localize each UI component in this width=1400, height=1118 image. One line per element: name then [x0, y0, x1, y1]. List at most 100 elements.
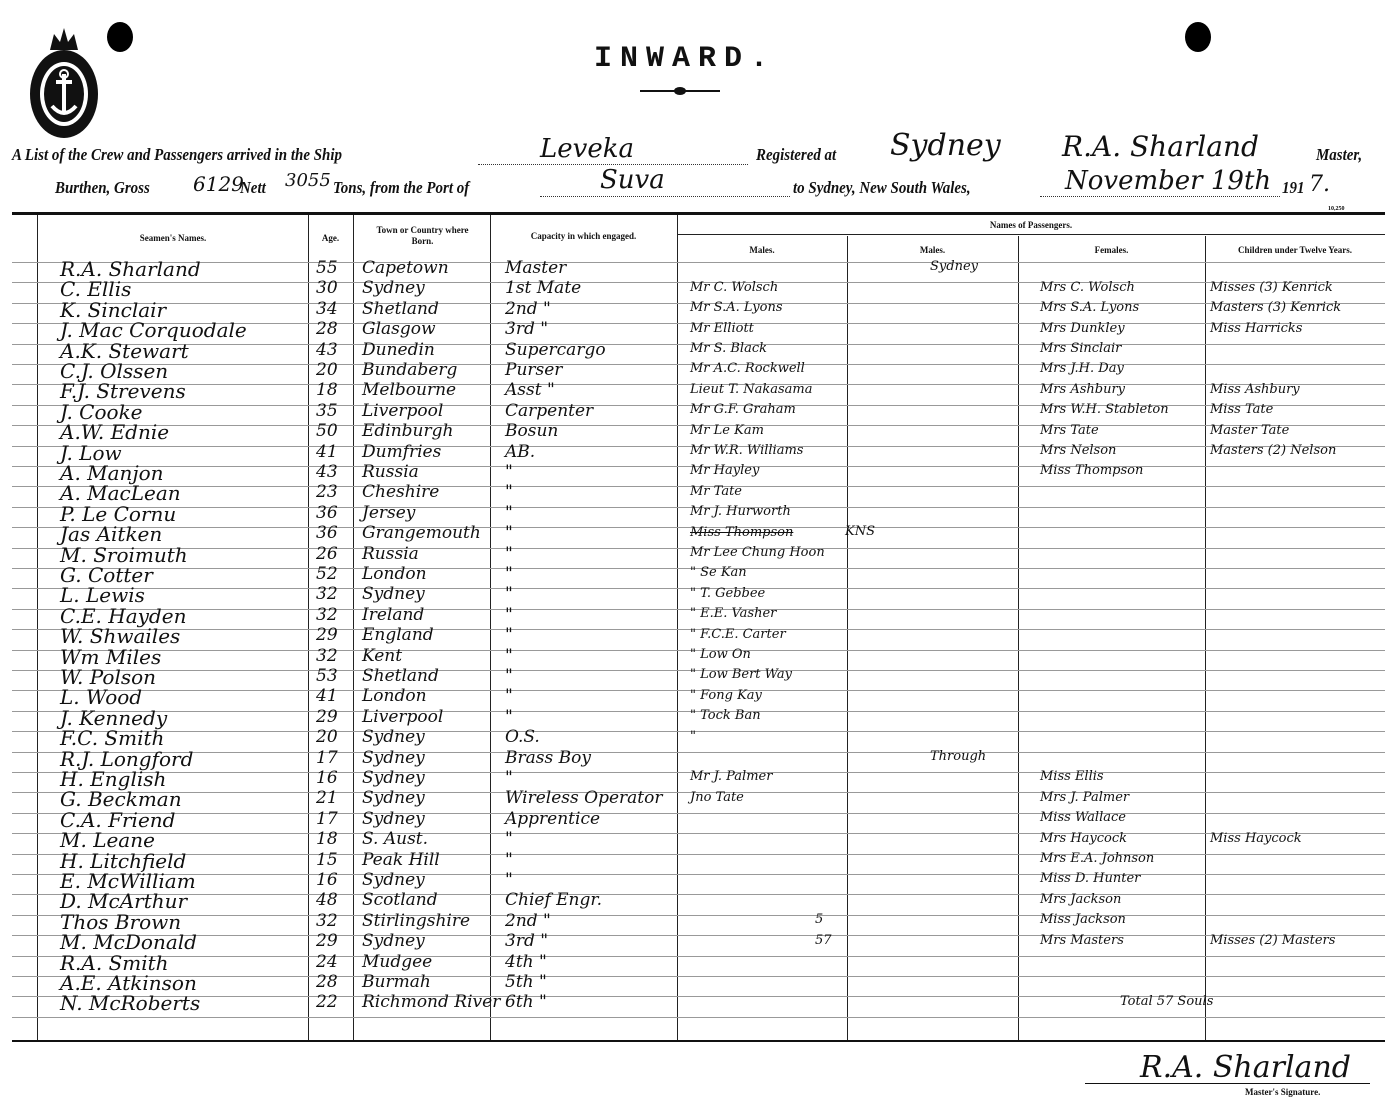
birthplace: Melbourne [362, 380, 457, 401]
nett-label: Nett [240, 178, 266, 197]
seaman-name: M. Sroimuth [60, 542, 188, 567]
ruled-line [12, 833, 1385, 835]
seaman-name: C.E. Hayden [60, 603, 187, 628]
age: 32 [316, 584, 338, 605]
age: 32 [316, 604, 338, 625]
age: 48 [316, 890, 338, 911]
capacity: Purser [505, 360, 563, 381]
birthplace: Glasgow [362, 319, 436, 340]
col-header-males-1: Males. [749, 245, 775, 255]
ship-name: Leveka [540, 134, 634, 164]
capacity: " [505, 666, 513, 687]
seaman-name: J. Low [60, 440, 122, 465]
seaman-name: N. McRoberts [60, 991, 201, 1016]
passenger-female: Mrs Sinclair [1040, 341, 1122, 357]
birthplace: Kent [362, 645, 403, 666]
col-rule [490, 215, 491, 1042]
arrival-date: November 19th [1065, 166, 1272, 196]
capacity: Wireless Operator [505, 788, 663, 809]
capacity: " [505, 523, 513, 544]
year-prefix: 191 [1282, 178, 1305, 197]
passenger-male-2: 5 [815, 912, 824, 928]
passenger-female: Mrs J. Palmer [1040, 789, 1130, 805]
age: 32 [316, 645, 338, 666]
passenger-child: Miss Harricks [1210, 320, 1303, 336]
birthplace: Bundaberg [362, 360, 458, 381]
seaman-name: L. Wood [60, 685, 143, 710]
seaman-name: Wm Miles [60, 644, 162, 669]
age: 20 [316, 727, 338, 748]
passenger-female: Miss Wallace [1040, 810, 1126, 826]
seaman-name: M. McDonald [60, 930, 197, 955]
anchor-crest-logo [30, 28, 98, 138]
capacity: 1st Mate [505, 278, 582, 299]
birthplace: Sydney [362, 808, 425, 829]
signature-line [1085, 1083, 1370, 1084]
capacity: 2nd " [505, 910, 551, 931]
passenger-male: Mr Lee Chung Hoon [690, 545, 825, 561]
birthplace: Jersey [362, 502, 416, 523]
passenger-male: " F.C.E. Carter [690, 626, 786, 642]
birthplace: Sydney [362, 788, 425, 809]
birthplace: Dunedin [362, 339, 435, 360]
age: 21 [316, 788, 338, 809]
passenger-male: Mr S. Black [690, 341, 767, 357]
capacity: " [505, 870, 513, 891]
col-rule [677, 215, 678, 1042]
age: 55 [316, 258, 338, 279]
tons-label: Tons, from the Port of [333, 178, 470, 197]
seaman-name: A.E. Atkinson [60, 971, 197, 995]
capacity: " [505, 768, 513, 789]
from-port: Suva [600, 165, 665, 195]
nett-tonnage: 3055 [285, 170, 331, 191]
passenger-female: Mrs C. Wolsch [1040, 279, 1135, 295]
seaman-name: C.A. Friend [60, 807, 176, 832]
birthplace: Scotland [362, 890, 438, 911]
capacity: " [505, 584, 513, 605]
age: 16 [316, 870, 338, 891]
capacity: 2nd " [505, 298, 551, 319]
passenger-child: Masters (3) Kenrick [1210, 300, 1342, 316]
capacity: " [505, 706, 513, 727]
table-top-rule [12, 212, 1385, 215]
capacity: " [505, 604, 513, 625]
capacity: " [505, 849, 513, 870]
passenger-male: Mr Tate [690, 483, 742, 499]
master-signature: R.A. Sharland [1140, 1050, 1351, 1085]
registered-label: Registered at [756, 145, 837, 164]
ruled-line [12, 792, 1385, 794]
seaman-name: G. Beckman [60, 787, 182, 812]
birthplace: Stirlingshire [362, 910, 471, 931]
passenger-male: Mr Hayley [690, 463, 760, 479]
birthplace: Liverpool [362, 706, 444, 727]
birthplace: Edinburgh [362, 421, 454, 442]
birthplace: Ireland [362, 604, 425, 625]
capacity: 3rd " [505, 931, 549, 952]
passenger-child: Miss Ashbury [1210, 381, 1300, 397]
passenger-child: Masters (2) Nelson [1210, 443, 1337, 459]
age: 22 [316, 992, 338, 1013]
passenger-male: Miss Thompson [690, 524, 794, 540]
capacity: 3rd " [505, 319, 549, 340]
ruled-line [12, 772, 1385, 773]
passenger-female: Mrs E.A. Johnson [1040, 851, 1155, 867]
passenger-male: " E.E. Vasher [690, 606, 777, 622]
birthplace: Burmah [362, 972, 431, 993]
age: 17 [316, 808, 338, 829]
passenger-female: Mrs Dunkley [1040, 320, 1125, 336]
capacity: Chief Engr. [505, 890, 603, 911]
passenger-male: " Se Kan [690, 565, 747, 581]
seaman-name: Thos Brown [60, 909, 182, 934]
seaman-name: R.A. Smith [60, 950, 169, 975]
seaman-name: J. Cooke [60, 399, 143, 424]
capacity: 5th " [505, 972, 547, 993]
form-number: 10,250 [1328, 206, 1345, 212]
passenger-female: Mrs Nelson [1040, 443, 1117, 459]
passenger-female: Mrs Tate [1040, 422, 1099, 438]
age: 32 [316, 910, 338, 931]
birthplace: Russia [362, 462, 419, 483]
birthplace: Sydney [362, 727, 425, 748]
ruled-line [12, 874, 1385, 875]
capacity: Supercargo [505, 339, 606, 360]
passenger-child: Master Tate [1210, 422, 1290, 438]
